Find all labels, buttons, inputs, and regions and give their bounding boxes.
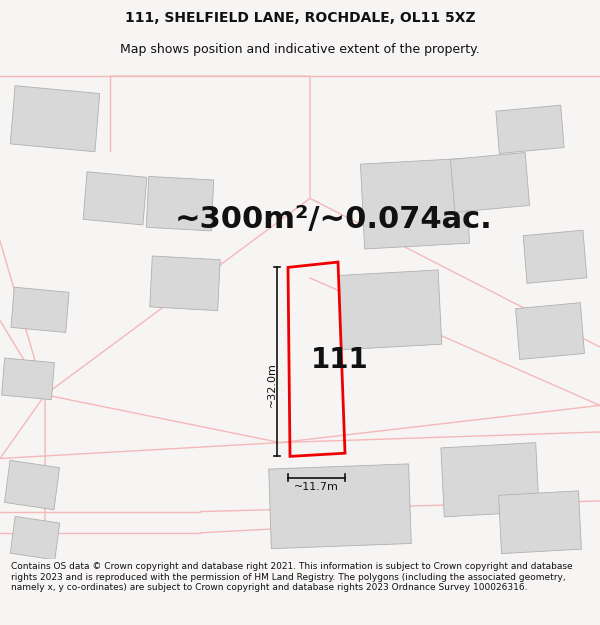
Polygon shape xyxy=(515,302,584,359)
Polygon shape xyxy=(150,256,220,311)
Polygon shape xyxy=(83,172,147,225)
Polygon shape xyxy=(496,105,564,154)
Polygon shape xyxy=(338,270,442,350)
Text: Contains OS data © Crown copyright and database right 2021. This information is : Contains OS data © Crown copyright and d… xyxy=(11,562,572,592)
Polygon shape xyxy=(10,516,60,560)
Text: ~11.7m: ~11.7m xyxy=(294,482,339,492)
Text: ~32.0m: ~32.0m xyxy=(267,362,277,407)
Polygon shape xyxy=(361,158,470,249)
Polygon shape xyxy=(11,288,69,332)
Polygon shape xyxy=(146,176,214,231)
Polygon shape xyxy=(499,491,581,554)
Polygon shape xyxy=(451,152,530,213)
Polygon shape xyxy=(2,358,55,400)
Polygon shape xyxy=(4,461,59,510)
Text: 111: 111 xyxy=(311,346,369,374)
Text: ~300m²/~0.074ac.: ~300m²/~0.074ac. xyxy=(175,205,493,234)
Text: 111, SHELFIELD LANE, ROCHDALE, OL11 5XZ: 111, SHELFIELD LANE, ROCHDALE, OL11 5XZ xyxy=(125,11,475,26)
Polygon shape xyxy=(441,442,539,517)
Text: Map shows position and indicative extent of the property.: Map shows position and indicative extent… xyxy=(120,42,480,56)
Polygon shape xyxy=(10,86,100,152)
Polygon shape xyxy=(523,230,587,283)
Polygon shape xyxy=(269,464,411,549)
